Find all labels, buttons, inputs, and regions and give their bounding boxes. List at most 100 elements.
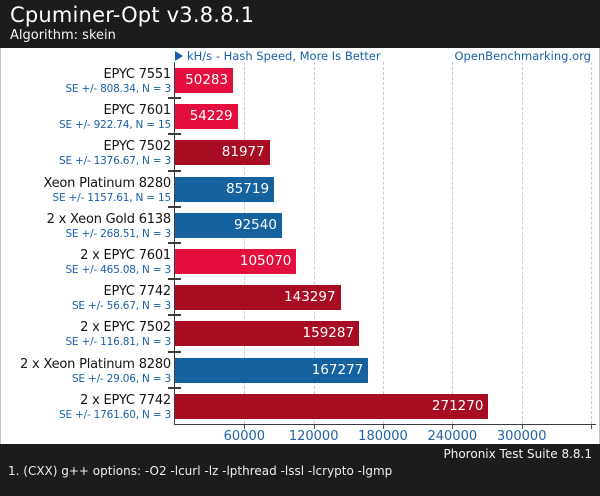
result-bar: 81977 [175, 140, 270, 166]
row-separator-tick [168, 242, 181, 244]
result-bar: 159287 [175, 321, 360, 347]
row-separator-tick [168, 97, 181, 100]
gridline [521, 62, 523, 424]
standard-error-label: SE +/- 268.51, N = 3 [65, 227, 171, 240]
category-label: 2 x Xeon Platinum 8280 [20, 356, 171, 372]
row-label-block: EPYC 7742 SE +/- 56.67, N = 3 [1, 279, 175, 315]
category-label: EPYC 7742 [103, 284, 172, 300]
result-bar: 50283 [175, 68, 234, 93]
result-bar: 105070 [175, 248, 297, 274]
row-separator-tick [168, 278, 181, 281]
value-label: 92540 [233, 216, 277, 233]
result-bar: 54229 [175, 104, 238, 130]
gridline [244, 62, 246, 424]
category-label: 2 x Xeon Gold 6138 [46, 211, 172, 227]
row-label-block: 2 x Xeon Gold 6138 SE +/- 268.51, N = 3 [1, 207, 175, 243]
row-label-block: Xeon Platinum 8280 SE +/- 1157.61, N = 1… [1, 171, 175, 207]
category-label: EPYC 7551 [103, 67, 172, 82]
bar-track: 159287 [175, 315, 591, 351]
bar-track: 81977 [175, 134, 591, 170]
axis-caption-text: kH/s - Hash Speed, More Is Better [187, 49, 381, 63]
x-axis-tick-label: 300000 [496, 429, 547, 444]
result-bar: 143297 [175, 285, 341, 311]
row-label-block: EPYC 7502 SE +/- 1376.67, N = 3 [1, 134, 175, 170]
result-bar: 85719 [175, 176, 275, 202]
compiler-note: 1. (CXX) g++ options: -O2 -lcurl -lz -lp… [8, 464, 393, 478]
standard-error-label: SE +/- 1376.67, N = 3 [58, 155, 171, 168]
bar-track: 50283 [175, 62, 591, 98]
chart-subtitle: Algorithm: skein [10, 28, 116, 43]
standard-error-label: SE +/- 29.06, N = 3 [71, 372, 171, 385]
value-label: 143297 [284, 289, 336, 306]
standard-error-label: SE +/- 465.08, N = 3 [65, 263, 171, 276]
chart-row: 2 x Xeon Gold 6138 SE +/- 268.51, N = 3 … [1, 207, 591, 243]
x-axis-tick [383, 425, 384, 429]
bar-track: 54229 [175, 98, 591, 134]
bar-track: 271270 [175, 388, 591, 424]
gridlines [175, 62, 592, 424]
gridline [452, 62, 454, 424]
value-label: 50283 [185, 72, 229, 88]
chart-row: Xeon Platinum 8280 SE +/- 1157.61, N = 1… [1, 171, 591, 207]
value-label: 271270 [431, 397, 484, 414]
x-axis-tick-label: 60000 [223, 429, 266, 444]
chart-header: Cpuminer-Opt v3.8.8.1 Algorithm: skein [0, 0, 600, 48]
gridline [591, 62, 592, 424]
category-label: 2 x EPYC 7601 [80, 247, 171, 263]
row-label-block: 2 x EPYC 7742 SE +/- 1761.60, N = 3 [1, 388, 175, 424]
chart-row: 2 x Xeon Platinum 8280 SE +/- 29.06, N =… [1, 352, 591, 388]
standard-error-label: SE +/- 56.67, N = 3 [71, 300, 171, 313]
value-label: 85719 [226, 180, 270, 197]
x-axis-tick-label: 180000 [358, 429, 408, 444]
chart-row: 2 x EPYC 7502 SE +/- 116.81, N = 3 15928… [1, 315, 591, 351]
standard-error-label: SE +/- 1761.60, N = 3 [58, 408, 171, 421]
row-separator-tick [168, 169, 181, 172]
bar-track: 92540 [175, 207, 591, 243]
value-label: 105070 [239, 252, 292, 269]
row-separator-tick [168, 205, 181, 208]
chart-row: EPYC 7551 SE +/- 808.34, N = 3 50283 [1, 62, 591, 98]
row-separator-tick [168, 386, 181, 389]
bar-track: 85719 [175, 171, 591, 207]
result-bar: 271270 [175, 393, 489, 419]
chart-title: Cpuminer-Opt v3.8.8.1 [10, 3, 255, 27]
x-axis-tick-label: 240000 [427, 429, 478, 444]
chart-row: 2 x EPYC 7742 SE +/- 1761.60, N = 3 2712… [1, 388, 591, 424]
openbenchmarking-link[interactable]: OpenBenchmarking.org [454, 49, 591, 63]
bar-track: 143297 [175, 279, 591, 315]
row-separator-tick [168, 133, 181, 136]
gridline [383, 62, 384, 424]
row-label-block: EPYC 7601 SE +/- 922.74, N = 15 [1, 98, 175, 134]
pts-version: Phoronix Test Suite 8.8.1 [443, 447, 593, 461]
value-label: 167277 [311, 361, 364, 378]
chart-row: EPYC 7742 SE +/- 56.67, N = 3 143297 [1, 279, 591, 315]
category-label: Xeon Platinum 8280 [43, 175, 171, 191]
value-label: 54229 [189, 108, 233, 125]
category-label: EPYC 7601 [103, 103, 172, 119]
chart-footer: Phoronix Test Suite 8.8.1 1. (CXX) g++ o… [0, 444, 600, 496]
play-triangle-icon [175, 51, 183, 61]
row-label-block: 2 x Xeon Platinum 8280 SE +/- 29.06, N =… [1, 352, 175, 388]
x-axis: 60000 120000 180000 240000 300000 [175, 425, 592, 444]
chart-row: EPYC 7601 SE +/- 922.74, N = 15 54229 [1, 98, 591, 134]
row-separator-tick [168, 314, 181, 317]
value-label: 159287 [302, 325, 355, 342]
category-label: 2 x EPYC 7742 [80, 392, 171, 408]
row-label-block: 2 x EPYC 7502 SE +/- 116.81, N = 3 [1, 315, 175, 351]
x-axis-tick [244, 425, 246, 429]
gridline [313, 62, 315, 424]
x-axis-line [174, 424, 596, 425]
row-separator-tick [168, 350, 181, 353]
axis-caption: kH/s - Hash Speed, More Is Better [175, 49, 381, 63]
x-axis-tick [313, 425, 315, 429]
x-axis-tick [521, 425, 523, 429]
x-axis-tick-label: 120000 [288, 429, 339, 444]
chart-row: 2 x EPYC 7601 SE +/- 465.08, N = 3 10507… [1, 243, 591, 279]
value-label: 81977 [221, 144, 265, 161]
result-bar: 92540 [175, 212, 282, 238]
category-label: 2 x EPYC 7502 [80, 320, 171, 336]
standard-error-label: SE +/- 808.34, N = 3 [65, 83, 171, 95]
standard-error-label: SE +/- 922.74, N = 15 [58, 119, 171, 132]
x-axis-tick [452, 425, 454, 429]
